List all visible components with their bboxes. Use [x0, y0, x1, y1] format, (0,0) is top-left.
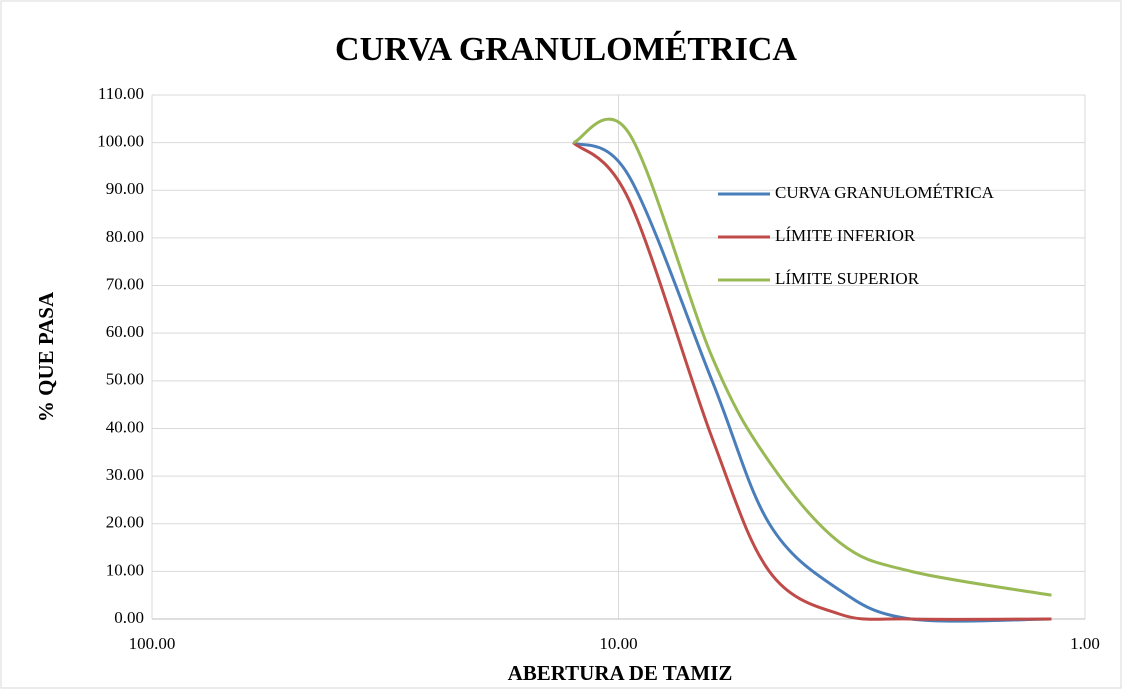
y-tick-label: 80.00	[106, 227, 144, 246]
y-tick-label: 10.00	[106, 560, 144, 579]
y-tick-label: 100.00	[97, 132, 144, 151]
x-tick-label: 1.00	[1070, 634, 1100, 653]
y-tick-label: 40.00	[106, 417, 144, 436]
y-tick-label: 90.00	[106, 179, 144, 198]
y-tick-label: 20.00	[106, 513, 144, 532]
legend-label: CURVA GRANULOMÉTRICA	[775, 183, 995, 202]
series-line	[572, 117, 1052, 597]
x-tick-label: 10.00	[599, 634, 637, 653]
legend-label: LÍMITE SUPERIOR	[775, 269, 920, 288]
y-tick-label: 110.00	[98, 84, 144, 103]
y-axis-label: % QUE PASA	[34, 291, 58, 422]
chart-title: CURVA GRANULOMÉTRICA	[335, 31, 797, 68]
y-tick-label: 30.00	[106, 465, 144, 484]
x-tick-label: 100.00	[129, 634, 176, 653]
y-tick-label: 50.00	[106, 370, 144, 389]
y-tick-label: 0.00	[114, 608, 144, 627]
y-tick-label: 60.00	[106, 322, 144, 341]
series-line	[572, 141, 1052, 621]
x-axis-label: ABERTURA DE TAMIZ	[508, 661, 733, 685]
legend-label: LÍMITE INFERIOR	[775, 226, 916, 245]
y-tick-label: 70.00	[106, 274, 144, 293]
